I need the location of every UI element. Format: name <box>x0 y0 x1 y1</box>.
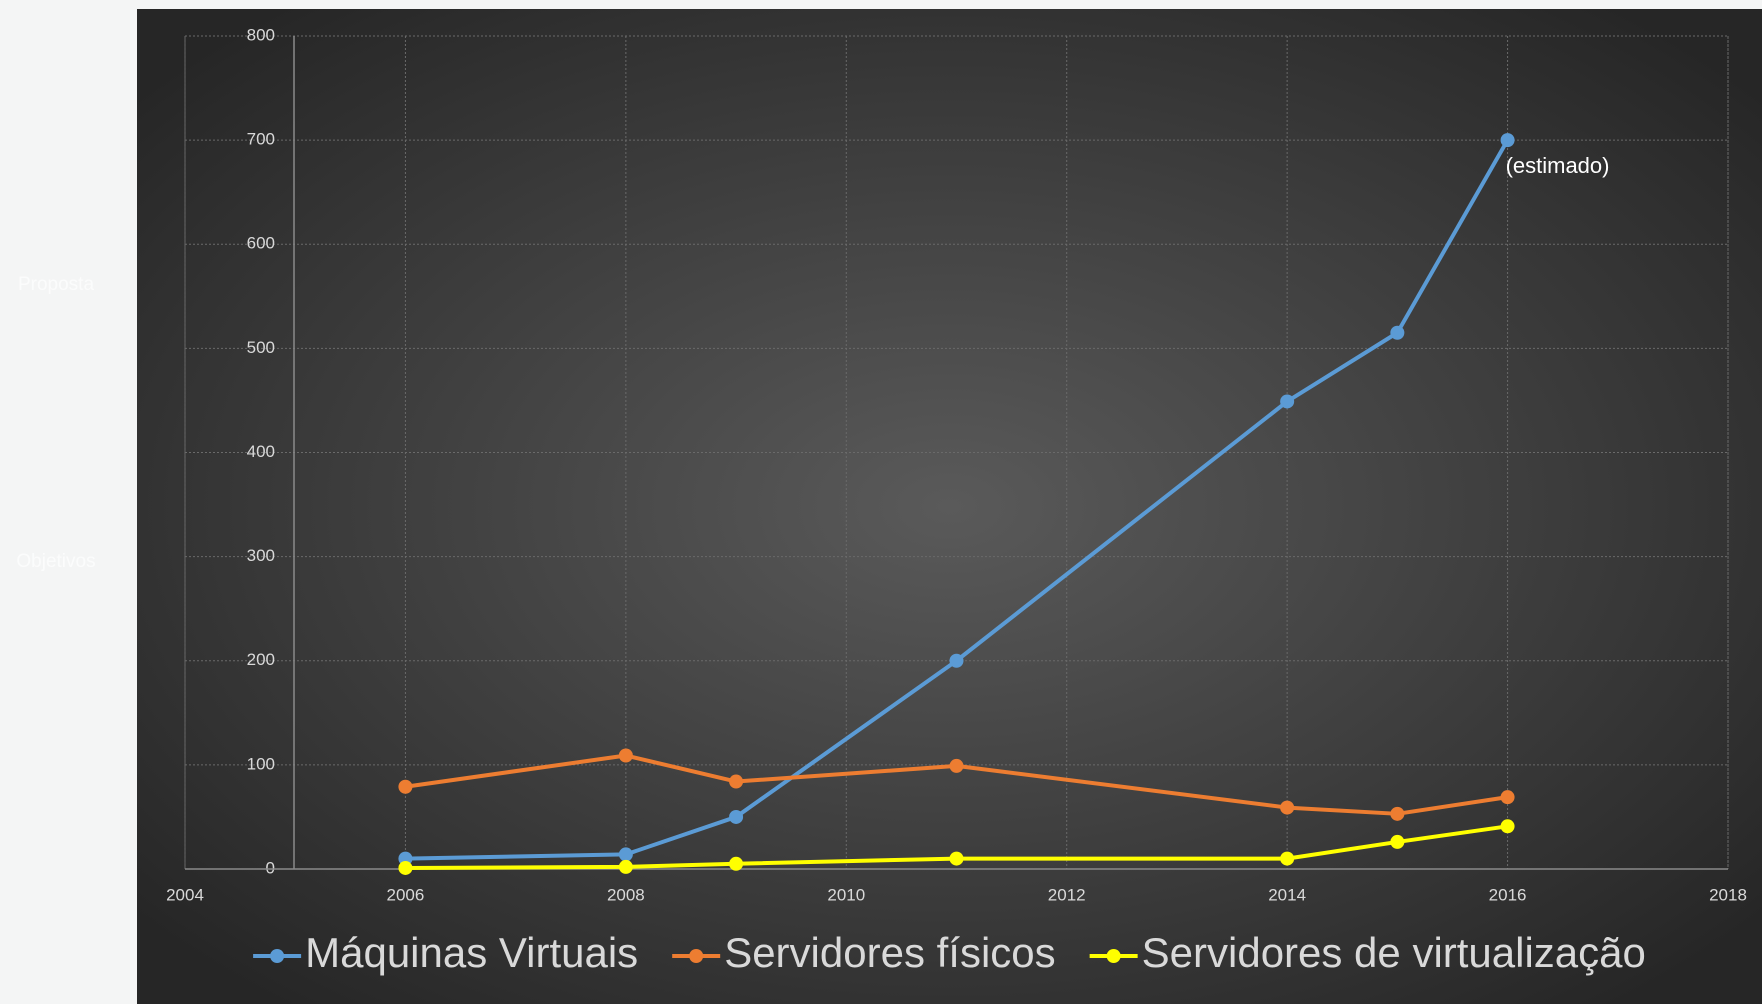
y-tick-label: 800 <box>247 25 275 44</box>
legend-label: Servidores físicos <box>724 929 1055 976</box>
data-point <box>949 653 964 668</box>
data-point <box>1280 851 1295 866</box>
annotation: (estimado) <box>1506 153 1610 178</box>
data-point <box>398 860 413 875</box>
data-point <box>949 758 964 773</box>
y-tick-label: 200 <box>247 650 275 669</box>
data-point <box>1500 790 1515 805</box>
y-tick-label: 600 <box>247 234 275 253</box>
y-tick-label: 400 <box>247 442 275 461</box>
legend-swatch <box>270 949 285 963</box>
y-tick-label: 0 <box>266 858 275 877</box>
y-tick-label: 700 <box>247 130 275 149</box>
legend-swatch <box>1106 949 1121 963</box>
data-point <box>1280 394 1295 409</box>
x-tick-label: 2006 <box>387 885 425 904</box>
sidebar-item[interactable]: Proposta <box>18 274 94 295</box>
legend-label: Máquinas Virtuais <box>305 929 638 976</box>
legend-label: Servidores de virtualização <box>1142 929 1646 976</box>
data-point <box>1390 806 1405 821</box>
data-point <box>398 779 413 794</box>
data-point <box>618 859 633 874</box>
data-point <box>729 774 744 789</box>
x-tick-label: 2016 <box>1489 885 1527 904</box>
data-point <box>1390 325 1405 340</box>
y-tick-label: 100 <box>247 754 275 773</box>
chart-panel <box>137 9 1762 1004</box>
data-point <box>618 748 633 763</box>
y-tick-label: 300 <box>247 546 275 565</box>
data-point <box>618 847 633 862</box>
y-tick-label: 500 <box>247 338 275 357</box>
x-tick-label: 2008 <box>607 885 645 904</box>
x-tick-label: 2012 <box>1048 885 1086 904</box>
x-tick-label: 2014 <box>1268 885 1306 904</box>
legend-swatch <box>689 949 704 963</box>
data-point <box>1500 819 1515 834</box>
data-point <box>729 856 744 871</box>
data-point <box>1280 800 1295 815</box>
data-point <box>1500 133 1515 148</box>
data-point <box>1390 834 1405 849</box>
sidebar-item[interactable]: Objetivos <box>16 551 95 572</box>
chart: 0 100 200 300 400 500 600 700 800 2004 2006 2008 201… <box>166 25 1747 976</box>
x-tick-label: 2010 <box>827 885 865 904</box>
x-tick-label: 2004 <box>166 885 204 904</box>
data-point <box>729 809 744 824</box>
x-tick-label: 2018 <box>1709 885 1747 904</box>
data-point <box>949 851 964 866</box>
